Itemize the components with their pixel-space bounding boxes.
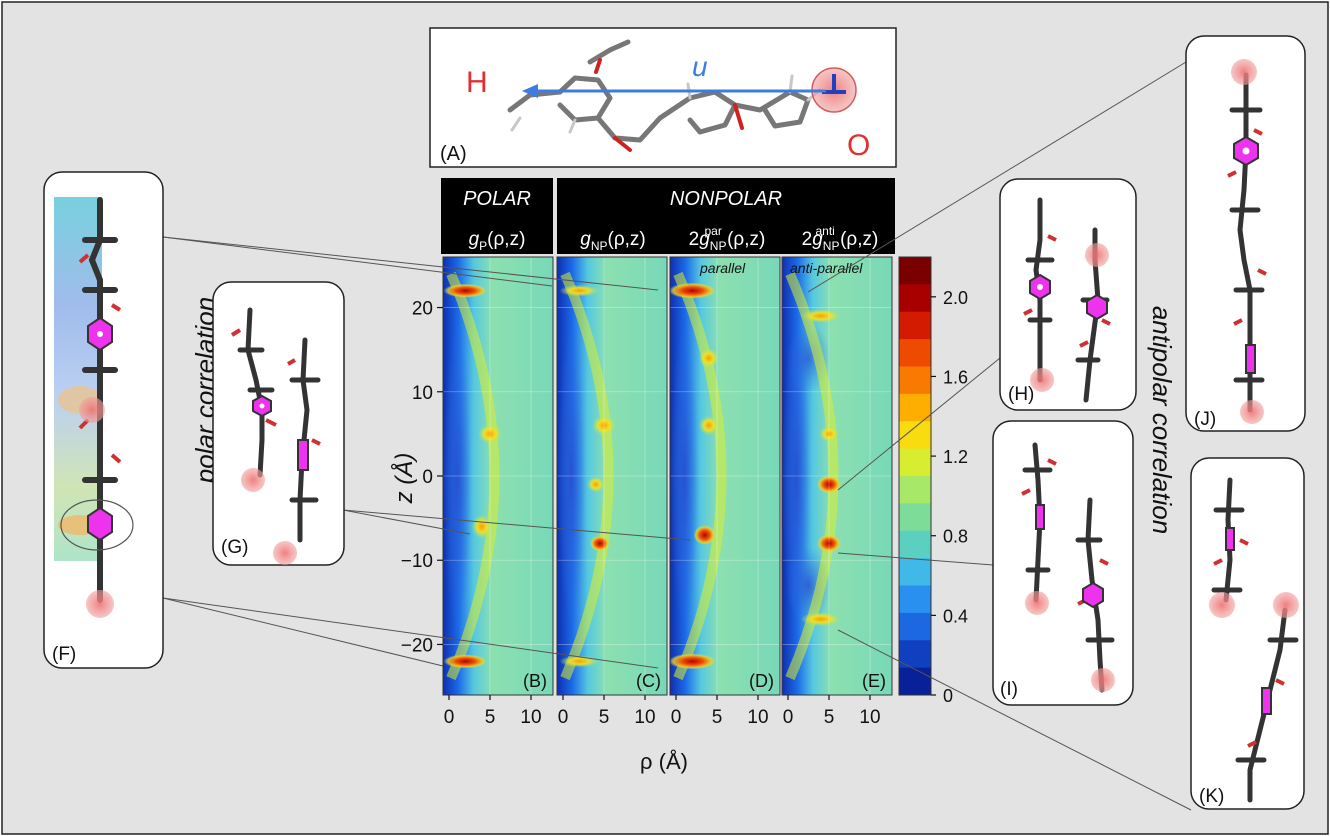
y-ticks: 20 10 0 −10 −20 — [401, 299, 443, 656]
formula-gnp: gNP(ρ,z) — [580, 229, 646, 253]
panel-label-d: (D) — [749, 671, 774, 691]
x-tick-label: 0 — [783, 707, 794, 728]
x-tick-label: 5 — [824, 707, 835, 728]
inset-f: (F) — [43, 171, 164, 669]
atom-o-label: O — [847, 129, 870, 162]
annotation-antiparallel: anti-parallel — [790, 260, 863, 276]
colorbar-tick-label: 2.0 — [943, 288, 968, 308]
heatmap-panel-d: (D) — [668, 256, 781, 696]
inset-k: (K) — [1190, 457, 1305, 810]
x-tick-label: 10 — [634, 707, 655, 728]
panel-label-e: (E) — [862, 671, 886, 691]
x-tick-label: 10 — [520, 707, 541, 728]
x-tick-label: 10 — [747, 707, 768, 728]
colorbar: 2.0 1.6 1.2 0.8 0.4 0 — [898, 256, 968, 706]
inset-i: (I) — [992, 420, 1134, 706]
y-tick-label: −10 — [401, 551, 433, 572]
colorbar-tick-label: 1.6 — [943, 367, 968, 387]
x-ticks: 0 5 10 0 5 10 0 5 10 0 5 10 — [444, 695, 881, 728]
y-tick-label: 20 — [412, 299, 433, 320]
y-axis-label: z (Å) — [390, 453, 418, 505]
inset-i-label: (I) — [1000, 679, 1018, 700]
x-tick-label: 5 — [599, 707, 610, 728]
heatmap-panel-c: (C) — [556, 256, 668, 696]
heatmap-panels: (B) (C) (D) (E) — [442, 256, 893, 696]
header-nonpolar: NONPOLAR — [670, 188, 782, 210]
formula-gp: gP(ρ,z) — [469, 229, 526, 253]
x-tick-label: 0 — [671, 707, 682, 728]
y-tick-label: 0 — [422, 467, 433, 488]
inset-g-label: (G) — [221, 537, 248, 558]
x-tick-label: 10 — [859, 707, 880, 728]
panel-a-label: (A) — [440, 143, 467, 165]
heatmap-panel-b: (B) — [442, 256, 554, 696]
x-tick-label: 5 — [712, 707, 723, 728]
heatmap-panel-e: (E) — [781, 256, 893, 696]
header-polar: POLAR — [463, 188, 531, 210]
y-tick-label: 10 — [412, 383, 433, 404]
vector-u-label: u — [692, 51, 708, 82]
x-axis-label: ρ (Å) — [640, 749, 688, 774]
inset-k-label: (K) — [1199, 786, 1224, 807]
inset-h-label: (H) — [1008, 384, 1034, 405]
header-band: POLAR NONPOLAR gP(ρ,z) gNP(ρ,z) 2gNPpar … — [441, 178, 895, 254]
colorbar-tick-label: 0.8 — [943, 527, 968, 547]
panel-label-b: (B) — [523, 671, 547, 691]
x-tick-label: 5 — [485, 707, 496, 728]
antipolar-correlation-label: antipolar correlation — [1147, 306, 1177, 534]
inset-f-label: (F) — [52, 644, 76, 665]
inset-j: (J) — [1185, 35, 1306, 432]
y-tick-label: −20 — [401, 635, 433, 656]
colorbar-tick-label: 1.2 — [943, 447, 968, 467]
x-tick-label: 0 — [444, 707, 455, 728]
panel-label-c: (C) — [636, 671, 661, 691]
connector-lines — [162, 61, 1192, 811]
formula-gnp-anti: 2gNPanti (ρ,z) — [802, 224, 879, 253]
atom-h-label: H — [466, 66, 488, 99]
annotation-parallel: parallel — [699, 260, 746, 276]
inset-g: (G) — [212, 281, 345, 566]
inset-h: (H) — [999, 178, 1137, 411]
formula-gnp-par: 2gNPpar (ρ,z) — [689, 224, 766, 253]
colorbar-tick-label: 0.4 — [943, 606, 968, 626]
panel-a: u H O (A) — [429, 27, 897, 168]
colorbar-tick-label: 0 — [943, 686, 953, 706]
x-tick-label: 0 — [558, 707, 569, 728]
inset-j-label: (J) — [1194, 409, 1216, 430]
